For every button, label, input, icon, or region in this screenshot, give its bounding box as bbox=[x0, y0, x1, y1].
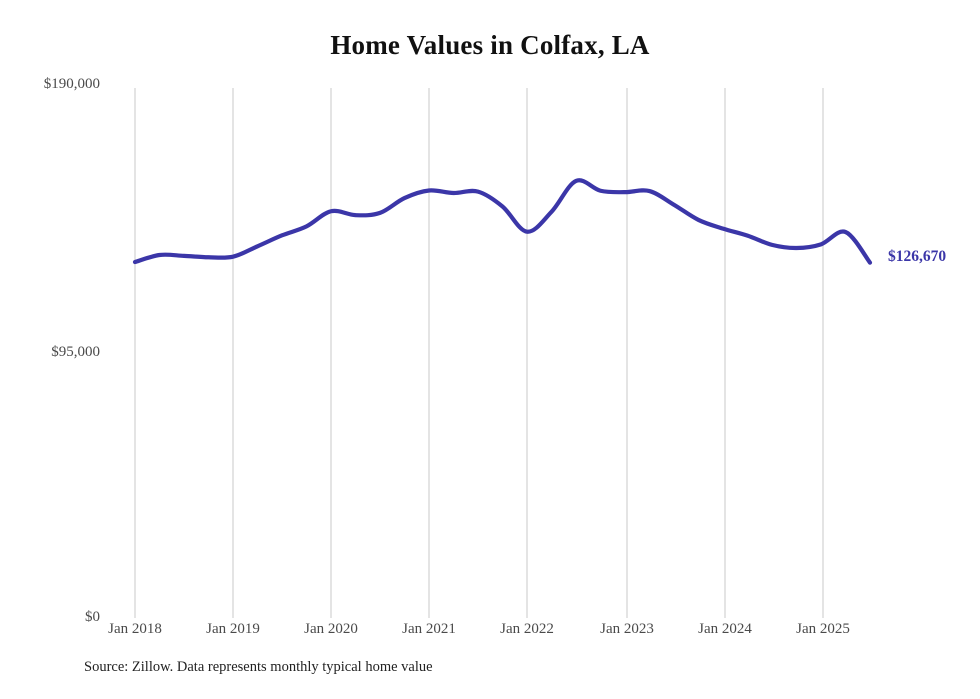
x-axis-tick-jan-2023: Jan 2023 bbox=[600, 621, 654, 637]
y-axis-tick-190000: $190,000 bbox=[43, 76, 100, 92]
series-end-value-label: $126,670 bbox=[888, 248, 947, 265]
x-axis-tick-jan-2021: Jan 2021 bbox=[402, 621, 456, 637]
x-axis-tick-jan-2020: Jan 2020 bbox=[304, 621, 358, 637]
gridlines bbox=[134, 88, 824, 618]
data-series-line bbox=[132, 178, 873, 265]
x-axis-tick-jan-2022: Jan 2022 bbox=[500, 621, 554, 637]
x-axis-tick-jan-2018: Jan 2018 bbox=[108, 621, 162, 637]
page-title: Home Values in Colfax, LA bbox=[330, 30, 650, 60]
source-note: Source: Zillow. Data represents monthly … bbox=[84, 659, 433, 675]
y-axis-tick-0: $0 bbox=[85, 609, 100, 625]
x-axis-tick-jan-2019: Jan 2019 bbox=[206, 621, 260, 637]
x-axis-tick-jan-2024: Jan 2024 bbox=[698, 621, 752, 637]
x-axis-tick-jan-2025: Jan 2025 bbox=[796, 621, 850, 637]
y-axis-tick-95000: $95,000 bbox=[51, 344, 100, 360]
